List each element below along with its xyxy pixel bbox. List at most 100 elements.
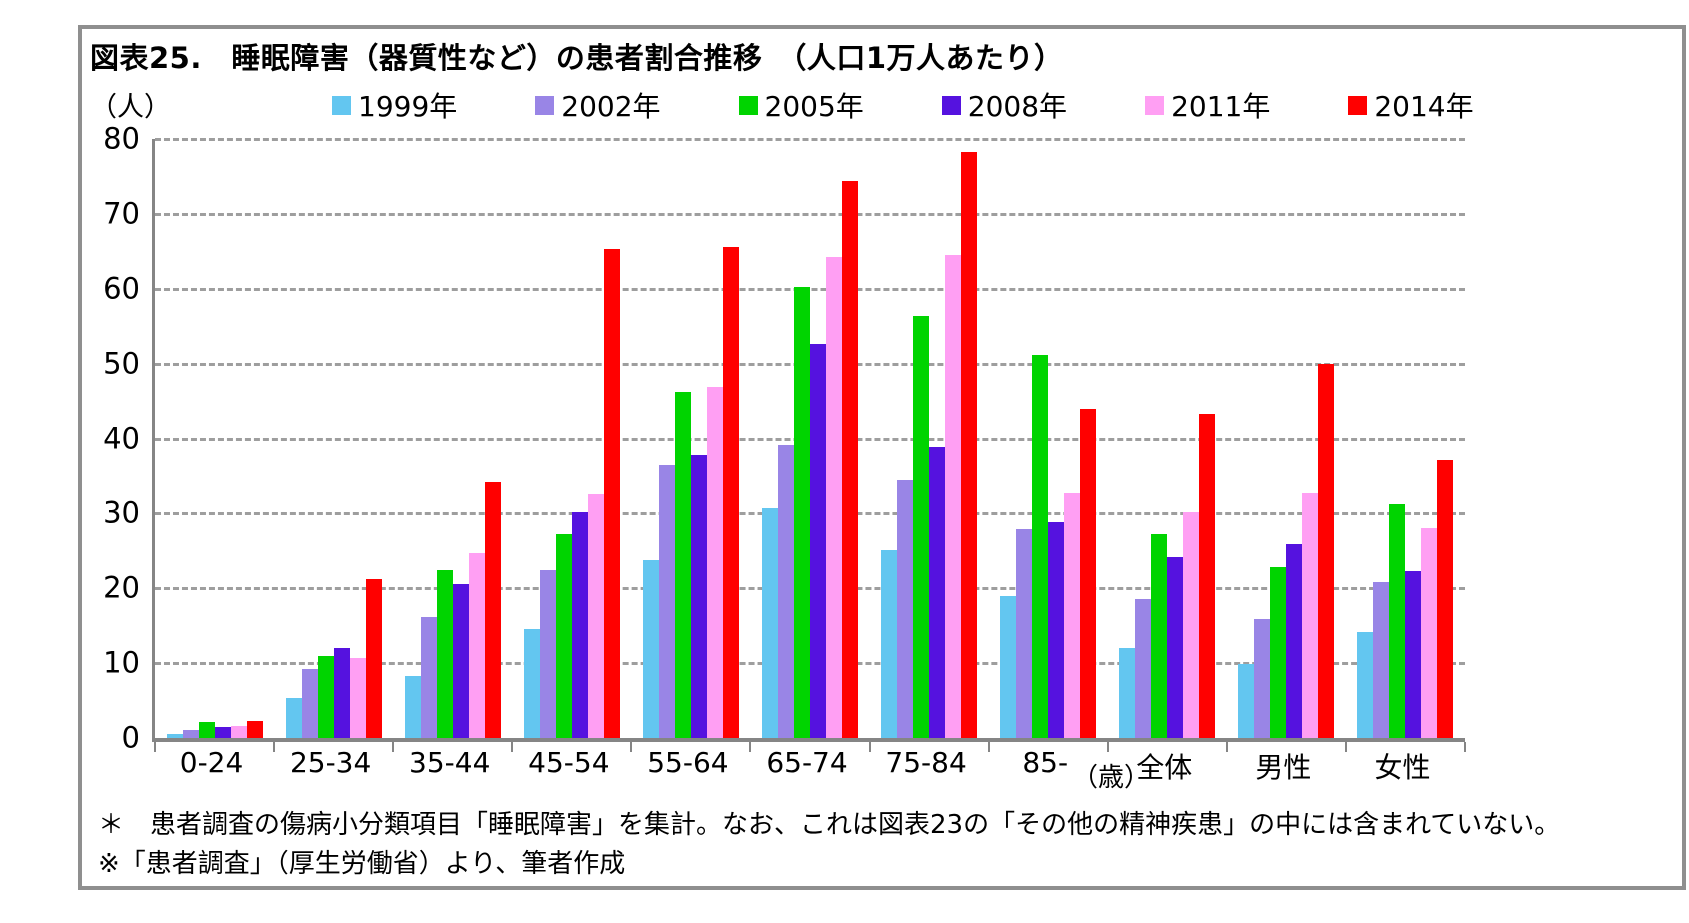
x-axis-unit-label: （歳）	[1072, 763, 1151, 793]
legend-label: 2014年	[1374, 90, 1474, 123]
bar-group-女性	[1346, 139, 1465, 738]
axis-tick	[392, 742, 395, 752]
legend-swatch-2002年	[535, 95, 555, 115]
bar-2014年	[722, 246, 739, 738]
bar-2014年	[484, 481, 501, 738]
x-tick-label: 全体	[1136, 751, 1193, 784]
bar-2008年	[452, 583, 469, 738]
chart-title: 図表25. 睡眠障害（器質性など）の患者割合推移 （人口1万人あたり）	[90, 41, 1064, 75]
axis-tick	[273, 742, 276, 752]
bar-2008年	[1286, 544, 1303, 738]
bar-1999年	[523, 629, 540, 738]
bar-1999年	[285, 698, 302, 738]
y-axis-labels: 0 10 20 30 40 50 60 70 80	[82, 124, 140, 752]
x-tick-label: 75-84	[885, 746, 967, 779]
bar-1999年	[1000, 595, 1017, 738]
bar-2005年	[1389, 504, 1406, 738]
bar-group-全体	[1108, 139, 1227, 738]
bar-2014年	[842, 180, 859, 738]
bar-2011年	[1302, 493, 1319, 738]
bar-1999年	[762, 508, 779, 738]
x-tick-label: 25-34	[289, 746, 372, 779]
y-tick-label: 10	[103, 645, 140, 680]
legend-swatch-2011年	[1145, 95, 1165, 115]
y-tick-label: 80	[103, 121, 140, 156]
legend-item: 2005年	[738, 85, 864, 125]
bar-group-25-34	[274, 139, 393, 738]
bar-2011年	[826, 256, 843, 738]
axis-tick	[1344, 742, 1347, 752]
bar-2014年	[1437, 460, 1454, 738]
y-tick-label: 20	[103, 570, 140, 605]
bar-2002年	[1135, 599, 1152, 738]
x-tick-label: 65-74	[766, 746, 848, 779]
axis-tick	[1464, 742, 1466, 752]
bar-2011年	[945, 255, 962, 738]
legend-label: 2002年	[561, 90, 661, 123]
y-tick-label: 70	[103, 196, 140, 231]
y-tick-label: 40	[103, 421, 140, 455]
bar-2002年	[1373, 581, 1390, 738]
bar-2005年	[317, 655, 334, 738]
legend-label: 2008年	[967, 90, 1068, 123]
bar-2002年	[897, 479, 914, 738]
bar-2008年	[810, 344, 827, 738]
bar-2008年	[1167, 556, 1184, 738]
legend-item: 2014年	[1348, 85, 1474, 125]
bar-2002年	[658, 465, 675, 738]
bar-2002年	[301, 669, 318, 738]
bar-2005年	[555, 534, 572, 738]
gridline	[155, 138, 1465, 141]
axis-tick	[1106, 742, 1109, 752]
bar-2011年	[468, 553, 485, 738]
footnote-2: ※「患者調査」（厚生労働省）より、筆者作成	[98, 849, 626, 879]
bar-2011年	[1064, 493, 1081, 738]
bar-2011年	[230, 726, 247, 738]
bar-group-75-84	[870, 139, 989, 738]
bar-2014年	[603, 249, 620, 738]
x-tick-label: 男性	[1255, 751, 1312, 784]
bar-1999年	[166, 734, 183, 738]
bar-2014年	[1318, 363, 1335, 738]
bar-group-65-74	[750, 139, 869, 738]
legend-swatch-1999年	[332, 95, 351, 115]
bar-1999年	[642, 559, 659, 738]
bar-2014年	[961, 152, 978, 738]
footnote-1: ＊ 患者調査の傷病小分類項目「睡眠障害」を集計。なお、これは図表23の「その他の…	[98, 810, 1561, 840]
y-tick-label: 30	[103, 495, 140, 530]
x-tick-label: 45-54	[528, 746, 610, 779]
legend-item: 1999年	[332, 85, 457, 125]
bar-2005年	[436, 570, 453, 738]
bar-group-85-	[989, 139, 1108, 738]
bar-1999年	[1119, 648, 1136, 738]
x-tick-label: 35-44	[409, 746, 491, 779]
bar-2005年	[198, 722, 215, 738]
bar-2008年	[690, 454, 707, 738]
bar-group-0-24	[155, 139, 274, 738]
bar-2002年	[778, 445, 795, 738]
bar-2011年	[349, 657, 366, 738]
legend-item: 2011年	[1145, 85, 1270, 125]
legend-label: 1999年	[358, 90, 458, 123]
bar-2011年	[1183, 511, 1200, 738]
axis-tick	[987, 742, 990, 752]
bar-1999年	[404, 675, 421, 738]
bar-group-男性	[1227, 139, 1346, 738]
bar-2008年	[1405, 571, 1422, 738]
legend-item: 2002年	[535, 85, 661, 125]
x-tick-label: 0-24	[179, 746, 244, 779]
legend-label: 2011年	[1171, 90, 1271, 123]
bar-2005年	[1270, 567, 1287, 738]
legend-swatch-2014年	[1348, 95, 1368, 115]
bar-1999年	[881, 550, 898, 738]
y-axis-unit-label: （人）	[90, 92, 171, 123]
bar-1999年	[1238, 663, 1255, 738]
bar-2011年	[706, 386, 723, 738]
axis-tick	[1225, 742, 1228, 752]
bar-2008年	[571, 511, 588, 738]
axis-tick	[511, 742, 514, 752]
figure-box: 図表25. 睡眠障害（器質性など）の患者割合推移 （人口1万人あたり） （人） …	[78, 25, 1686, 890]
bar-2002年	[1016, 529, 1033, 738]
bar-2002年	[1254, 618, 1271, 738]
bar-groups	[155, 139, 1465, 738]
